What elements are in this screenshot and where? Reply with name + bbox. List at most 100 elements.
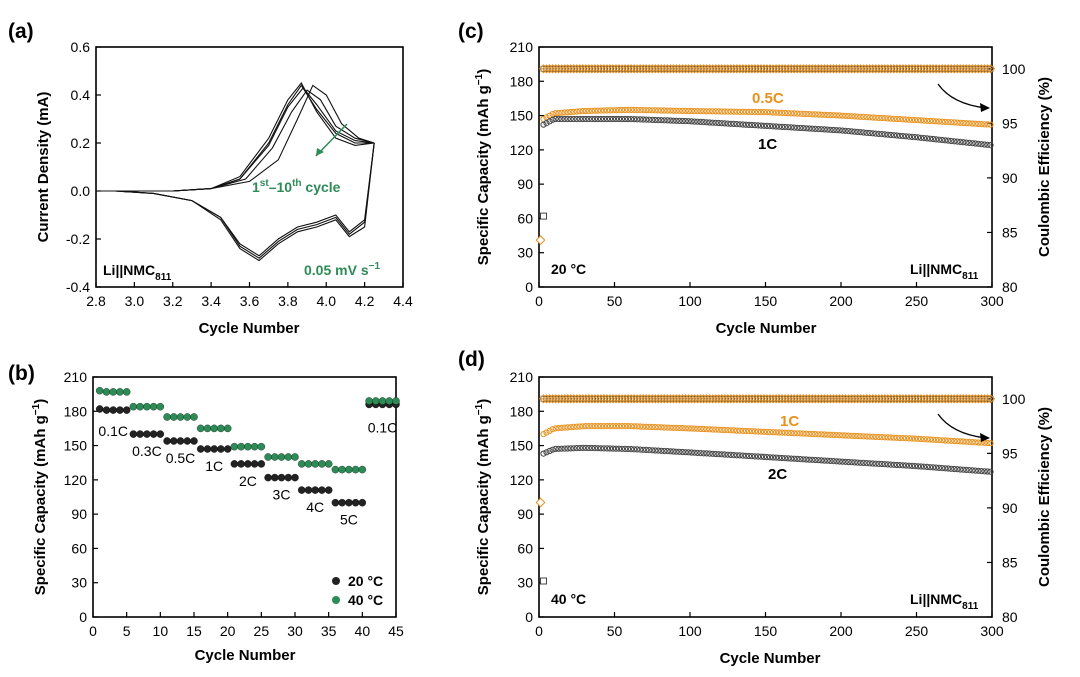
y-tick-label: 120 [64,472,88,488]
capacity-point [857,433,864,440]
rate-point [149,430,158,438]
capacity-point [914,117,922,124]
y-axis-title-b: Specific Capacity (mAh g−1) [31,399,49,595]
capacity-point [860,113,867,121]
cell-label-c-sub: 811 [962,271,979,282]
capacity-point [736,108,743,115]
capacity-point [917,463,925,470]
cv-cathodic-curve [96,142,375,262]
capacity-point [664,107,671,114]
ce-axis-arrowhead-d [980,433,990,442]
capacity-point [963,139,970,146]
ce-point-diamond [889,394,899,404]
capacity-point [948,437,955,444]
capacity-point [634,423,641,430]
capacity-point [721,426,728,434]
capacity-point [694,118,701,125]
capacity-point [917,134,925,141]
capacity-point [606,107,614,114]
capacity-point [733,108,740,115]
capacity-point [866,433,873,440]
x-axis-title-a: Cycle Number [199,320,300,337]
capacity-point [700,119,707,126]
capacity-point [622,423,629,430]
capacity-point [718,108,725,115]
capacity-point [754,453,762,460]
capacity-point [866,460,873,467]
ce-point-diamond [674,64,685,74]
ce-point-diamond [871,64,881,74]
ce-axis-arrow-d [937,413,987,439]
capacity-point [558,424,565,431]
capacity-point [878,131,885,138]
y-axis-title-d-base: Specific Capacity (mAh g [475,415,492,595]
y2-tick-label: 100 [1002,391,1026,407]
ce-point-diamond [644,64,654,74]
rate-points [95,386,400,507]
rate-point [365,397,373,405]
capacity-point [854,113,861,120]
ce-point-diamond [560,394,570,404]
x-tick-label: 0 [535,293,543,309]
capacity-point [618,115,626,123]
y-tick-label: -0.2 [66,231,90,247]
ce-point-diamond [756,64,766,74]
ce-point-diamond [665,64,676,74]
ce-point-diamond [641,394,651,404]
capacity-point [824,111,831,119]
capacity-point [555,109,562,117]
rate-point [318,460,326,468]
capacity-point [930,464,937,471]
ce-point-diamond [563,64,573,74]
ce-point-diamond [698,64,709,74]
rate-point [203,445,212,453]
capacity-point [703,119,710,126]
legend-b: 20 °C 40 °C [332,573,383,608]
rate-point [291,453,299,461]
rate-point [143,402,151,411]
ce-point-diamond [855,64,866,74]
ce-point-diamond [723,394,733,404]
ce-point-diamond [810,64,820,74]
capacity-point [833,112,840,119]
scan-rate-sup: −1 [369,261,381,272]
capacity-point [585,115,592,123]
rate-point [338,498,346,507]
series-label-c-0: 0.5C [752,90,784,107]
ce-point-diamond [837,394,848,404]
capacity-point [896,462,904,469]
capacity-point [984,439,991,447]
ce-point-diamond [704,64,715,74]
capacity-point [939,118,946,125]
rate-point [250,460,259,468]
ce-point-diamond [849,64,860,74]
ce-point-diamond [665,394,676,404]
capacity-point [727,120,734,127]
ce-point-diamond [653,64,663,74]
rate-label: 0.3C [132,443,162,459]
ce-point-diamond [883,394,893,404]
capacity-point [884,115,891,122]
capacity-point [664,448,671,455]
capacity-point [905,435,913,442]
capacity-point [634,446,641,453]
ce-point-diamond [943,394,953,404]
ce-point-diamond [913,394,923,404]
cycle-mid: –10 [269,179,293,195]
capacity-point [661,447,668,455]
cell-label-d-sub: 811 [962,601,979,612]
capacity-point [821,457,828,464]
capacity-point [600,107,608,114]
capacity-point [712,450,719,458]
cycle-a: 1 [252,179,260,195]
capacity-point [830,112,837,119]
scan-rate-base: 0.05 mV s [304,262,369,278]
ce-point-diamond [834,64,845,74]
capacity-point [776,429,783,436]
capacity-point [742,108,750,115]
capacity-point [588,115,596,123]
ce-point-diamond [650,64,660,74]
capacity-point [827,431,834,438]
capacity-point [851,113,858,120]
ce-point-diamond [973,394,984,404]
